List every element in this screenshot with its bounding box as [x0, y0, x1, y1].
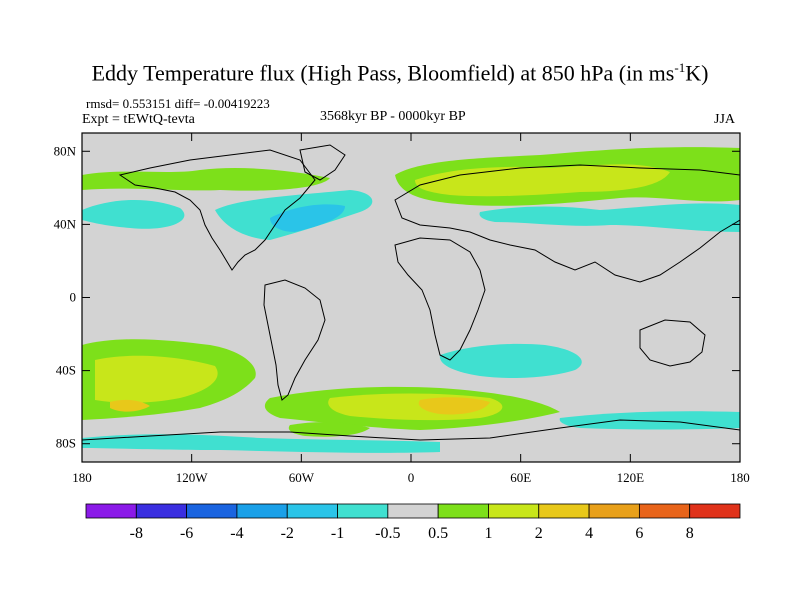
- colorbar-label: -0.5: [375, 525, 400, 542]
- season-label: JJA: [714, 112, 736, 127]
- field-north-atlantic-core: [270, 204, 345, 232]
- coast-greenland: [299, 144, 346, 181]
- lon-tick-label: 0: [408, 470, 415, 485]
- field-south-pacific-core: [95, 355, 218, 403]
- colorbar-swatch: [538, 503, 590, 519]
- colorbar-swatch: [85, 503, 137, 519]
- colorbar-swatch: [689, 503, 741, 519]
- coast-australia: [639, 319, 706, 367]
- field-southern-ocean-core: [418, 397, 490, 415]
- colorbar-label: 8: [686, 525, 694, 542]
- stats-label: rmsd= 0.553151 diff= -0.00419223: [86, 96, 270, 111]
- lat-tick-label: 80S: [56, 436, 76, 451]
- field-north-pacific-negative: [82, 199, 185, 229]
- colorbar-label: 4: [585, 525, 593, 542]
- field-antarctic-negative: [82, 434, 440, 453]
- colorbar-swatch: [588, 503, 640, 519]
- lat-tick-label: 80N: [54, 143, 77, 158]
- colorbar-swatch: [286, 503, 338, 519]
- colorbar-label: -6: [180, 525, 193, 542]
- colorbar-swatch: [437, 503, 489, 519]
- coastlines: [82, 144, 740, 441]
- colorbar-label: -8: [130, 525, 143, 542]
- lon-tick-label: 120W: [176, 470, 209, 485]
- lat-tick-label: 40N: [54, 216, 77, 231]
- field-south-africa-negative: [439, 343, 582, 378]
- field-south-indian-negative: [559, 411, 740, 430]
- field-north-pacific-positive: [82, 167, 330, 191]
- experiment-label: Expt = tEWtQ-tevta: [82, 112, 195, 127]
- coast-south-america: [263, 279, 326, 401]
- coast-north-america: [118, 149, 316, 271]
- field-south-pacific-hot: [110, 399, 150, 412]
- lon-tick-label: 180: [730, 470, 750, 485]
- colorbar: -8 -6 -4 -2 -1 -0.5 0.5 1 2 4 6 8: [85, 503, 741, 542]
- colorbar-label: -1: [331, 525, 344, 542]
- axis-ticks: 80N 40N 0 40S 80S 180 120W 60W 0 60E 120E 180: [54, 133, 750, 485]
- chart-title: Eddy Temperature flux (High Pass, Bloomf…: [91, 60, 709, 86]
- colorbar-swatch: [337, 503, 389, 519]
- lon-tick-label: 60W: [289, 470, 315, 485]
- lon-tick-label: 60E: [510, 470, 531, 485]
- lat-tick-label: 0: [70, 290, 77, 305]
- coast-antarctica: [82, 419, 740, 441]
- colorbar-label: 1: [484, 525, 492, 542]
- coast-africa: [394, 237, 486, 361]
- period-label: 3568kyr BP - 0000kyr BP: [320, 109, 466, 124]
- coast-eurasia: [394, 164, 740, 283]
- lat-tick-label: 40S: [56, 363, 76, 378]
- colorbar-swatch: [186, 503, 238, 519]
- colorbar-label: -2: [281, 525, 294, 542]
- field-east-asia-negative: [479, 203, 740, 232]
- lon-tick-label: 180: [72, 470, 92, 485]
- lon-tick-label: 120E: [617, 470, 645, 485]
- colorbar-label: 6: [635, 525, 643, 542]
- colorbar-swatch: [236, 503, 288, 519]
- colorbar-swatch: [135, 503, 188, 519]
- colorbar-label: 0.5: [428, 525, 448, 542]
- colorbar-label: -4: [230, 525, 243, 542]
- colorbar-label: 2: [535, 525, 543, 542]
- colorbar-swatch: [638, 503, 691, 519]
- colorbar-swatch: [387, 503, 439, 519]
- colorbar-swatch: [488, 503, 540, 519]
